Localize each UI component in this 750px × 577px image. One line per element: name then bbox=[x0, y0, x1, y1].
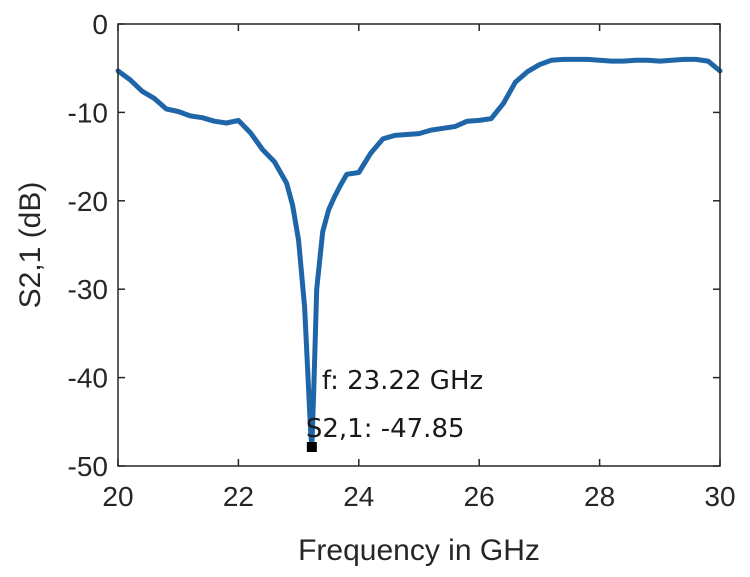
tick-labels: 20 22 24 26 28 30 0 -10 -20 -30 -40 -50 bbox=[68, 9, 736, 512]
datatip-marker bbox=[306, 441, 317, 452]
datatip-value-label: S2,1: -47.85 bbox=[306, 414, 465, 444]
plot-area bbox=[118, 24, 720, 466]
y-tick-label: -30 bbox=[68, 274, 108, 305]
s21-series-line bbox=[115, 56, 723, 450]
plot-frame bbox=[117, 23, 721, 467]
x-tick-label: 20 bbox=[102, 481, 133, 512]
x-tick-label: 28 bbox=[584, 481, 615, 512]
y-tick-label: -50 bbox=[68, 451, 108, 482]
x-axis-title: Frequency in GHz bbox=[298, 534, 540, 567]
y-axis-title: S2,1 (dB) bbox=[14, 182, 47, 309]
x-tick-label: 24 bbox=[343, 481, 374, 512]
y-tick-label: -20 bbox=[68, 186, 108, 217]
x-tick-label: 30 bbox=[704, 481, 735, 512]
x-tick-label: 22 bbox=[223, 481, 254, 512]
datatip-frequency-label: f: 23.22 GHz bbox=[322, 366, 483, 396]
y-tick-label: 0 bbox=[92, 9, 108, 40]
y-tick-label: -10 bbox=[68, 97, 108, 128]
x-tick-label: 26 bbox=[464, 481, 495, 512]
y-tick-label: -40 bbox=[68, 363, 108, 394]
